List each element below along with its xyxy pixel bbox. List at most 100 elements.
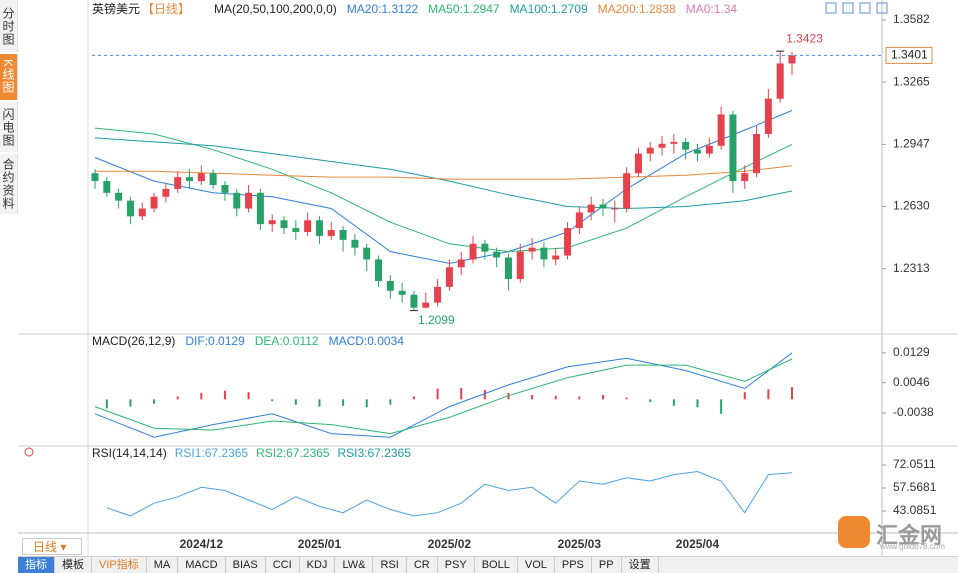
indicator-tab[interactable]: 设置	[622, 557, 659, 573]
sidebar-tab[interactable]: K线图	[0, 54, 18, 100]
candle-body	[717, 114, 725, 146]
indicator-tab[interactable]: VOL	[518, 557, 555, 573]
candle-body	[221, 184, 229, 193]
x-tick-label: 2024/12	[180, 537, 224, 551]
indicator-tab[interactable]: 模板	[55, 557, 92, 573]
icon[interactable]	[842, 2, 854, 14]
indicator-line	[106, 470, 793, 517]
legend-item: MA200:1.2838	[598, 2, 676, 16]
candle-body	[575, 212, 583, 229]
candle-body	[753, 134, 761, 174]
indicator-tab[interactable]: PSY	[438, 557, 475, 573]
sidebar-tab[interactable]: 闪电图	[0, 102, 18, 152]
watermark-url: www.gold678.com	[880, 542, 945, 551]
candle-body	[445, 267, 453, 287]
candle-body	[351, 239, 359, 248]
indicator-line	[94, 352, 793, 438]
y-tick-label: 0.0046	[893, 375, 930, 389]
sidebar-tab[interactable]: 合约资料	[0, 154, 18, 214]
indicator-tab[interactable]: BOLL	[475, 557, 518, 573]
legend-item: MA50:1.2947	[428, 2, 500, 16]
indicator-tab[interactable]: MACD	[178, 557, 226, 573]
last-price-box	[885, 46, 933, 64]
indicator-tab[interactable]: RSI	[373, 557, 407, 573]
indicator-tab[interactable]: VIP指标	[92, 557, 147, 573]
icon[interactable]	[876, 2, 888, 14]
indicator-tab[interactable]: LW&	[335, 557, 374, 573]
y-tick-label: -0.0038	[893, 405, 934, 419]
legend-item: MA20:1.3122	[347, 2, 419, 16]
candle-body	[564, 228, 572, 256]
toolbar-icons[interactable]	[825, 2, 888, 14]
candle-body	[729, 114, 737, 182]
legend-item: MA0:1.34	[686, 2, 738, 16]
legend-item: RSI3:67.2365	[338, 446, 412, 460]
candle-body	[528, 247, 536, 252]
candle-body	[103, 181, 111, 193]
candle-body	[197, 173, 205, 182]
candle-body	[315, 220, 323, 236]
candle-body	[186, 177, 194, 182]
candle-body	[386, 281, 394, 291]
candle-body	[434, 286, 442, 303]
candle-body	[788, 55, 796, 64]
candle-body	[493, 251, 501, 258]
legend-item: MA100:1.2709	[510, 2, 588, 16]
settings-icon[interactable]	[24, 447, 34, 457]
candle-body	[599, 204, 607, 209]
x-tick-label: 2025/01	[298, 537, 342, 551]
candle-body	[410, 294, 418, 308]
low-label: 1.2099	[418, 313, 455, 327]
candle-body	[516, 251, 524, 280]
y-tick-label: 1.3265	[893, 74, 930, 88]
candle-body	[339, 230, 347, 240]
indicator-tab[interactable]: BIAS	[226, 557, 266, 573]
indicator-tab[interactable]: KDJ	[300, 557, 336, 573]
high-label: 1.3423	[786, 31, 823, 45]
candle-body	[587, 204, 595, 213]
indicator-tab[interactable]: 指标	[18, 557, 55, 573]
y-tick-label: 1.3582	[893, 12, 930, 26]
candle-body	[693, 149, 701, 154]
watermark-logo	[838, 516, 870, 548]
candle-body	[764, 98, 772, 135]
indicator-tab[interactable]: PP	[592, 557, 622, 573]
candle-body	[481, 243, 489, 252]
candle-body	[469, 243, 477, 260]
candle-body	[422, 302, 430, 308]
indicator-tabs: 指标 模板 VIP指标 MA MACD BIAS CCI KDJ LW& RSI CR PSY BOLL…	[18, 556, 958, 573]
candle-body	[457, 259, 465, 268]
legend-item: 【日线】	[142, 2, 190, 16]
watermark: 汇金网	[876, 523, 943, 548]
legend-item: RSI(14,14,14)	[92, 446, 167, 460]
candle-body	[363, 247, 371, 260]
legend-item: RSI1:67.2365	[175, 446, 249, 460]
candle-body	[209, 173, 217, 185]
candle-body	[280, 220, 288, 229]
candle-body	[174, 177, 182, 189]
x-tick-label: 2025/04	[676, 537, 720, 551]
period-select[interactable]: 日线 ▾	[22, 538, 82, 555]
candle-body	[552, 255, 560, 260]
candle-body	[256, 192, 264, 225]
indicator-tab[interactable]: CCI	[266, 557, 300, 573]
legend-item: RSI2:67.2365	[256, 446, 330, 460]
icon[interactable]	[859, 2, 871, 14]
legend-item: DIF:0.0129	[185, 334, 245, 348]
candle-body	[540, 247, 548, 260]
y-tick-label: 43.0851	[893, 503, 937, 517]
icon[interactable]	[825, 2, 837, 14]
candle-body	[138, 208, 146, 217]
candle-body	[504, 257, 512, 280]
candle-body	[126, 200, 134, 217]
candle-body	[398, 290, 406, 295]
sidebar-tab[interactable]: 分时图	[0, 0, 18, 52]
legend-item: MACD(26,12,9)	[92, 334, 175, 348]
legend-item: MACD:0.0034	[329, 334, 405, 348]
candle-body	[658, 143, 666, 148]
indicator-tab[interactable]: CR	[407, 557, 438, 573]
indicator-tab[interactable]: MA	[147, 557, 179, 573]
indicator-tab[interactable]: PPS	[555, 557, 592, 573]
indicator-line	[94, 110, 793, 264]
